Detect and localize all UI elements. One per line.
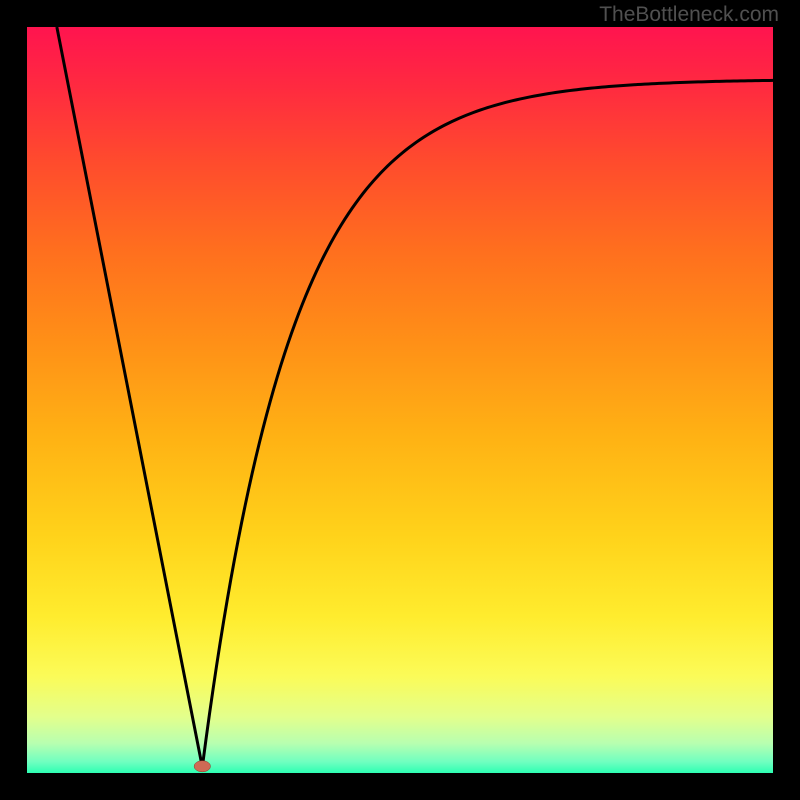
chart-svg bbox=[0, 0, 800, 800]
watermark-text: TheBottleneck.com bbox=[599, 3, 779, 27]
minimum-marker bbox=[194, 761, 210, 772]
chart-container: TheBottleneck.com bbox=[0, 0, 800, 800]
plot-background bbox=[27, 27, 773, 773]
